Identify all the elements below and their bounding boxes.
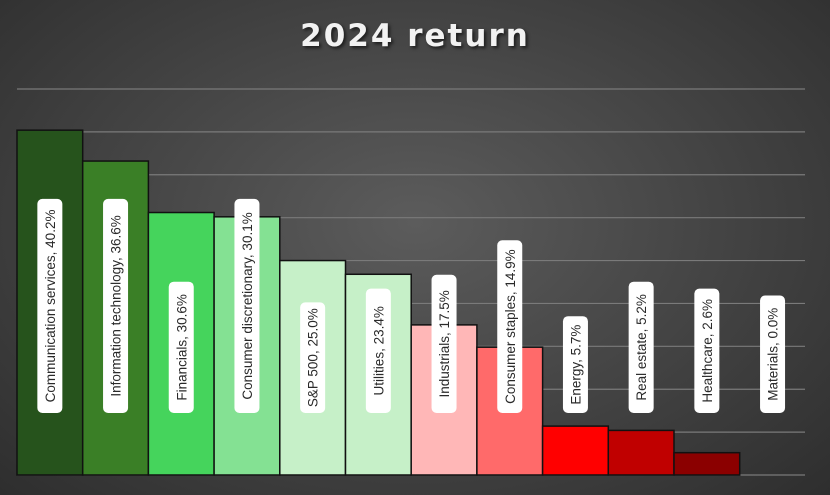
data-label-box	[365, 288, 391, 413]
data-label-box	[37, 198, 63, 414]
data-label: Consumer discretionary, 30.1%	[234, 198, 260, 414]
data-label-text: Energy, 5.7%	[568, 325, 583, 405]
data-label-text: Utilities, 23.4%	[371, 306, 386, 395]
data-label: Real estate, 5.2%	[628, 281, 654, 414]
bar-healthcare	[673, 451, 741, 476]
data-label-text: Consumer discretionary, 30.1%	[240, 212, 255, 399]
data-label-box	[694, 288, 720, 413]
data-label: Utilities, 23.4%	[365, 288, 391, 413]
bar-real-estate	[607, 429, 675, 476]
data-label-text: Real estate, 5.2%	[634, 294, 649, 401]
data-label-box	[562, 316, 588, 414]
data-label: Communication services, 40.2%	[37, 198, 63, 414]
bar-energy	[541, 425, 610, 476]
data-label-box	[168, 281, 194, 414]
data-label-box	[234, 198, 260, 414]
data-label: Industrials, 17.5%	[431, 274, 457, 413]
data-label-text: Materials, 0.0%	[766, 308, 781, 401]
bar-s-p-500	[279, 259, 347, 476]
data-label: Healthcare, 2.6%	[694, 288, 720, 413]
data-label: S&P 500, 25.0%	[300, 302, 326, 414]
data-label-text: Consumer staples, 14.9%	[503, 249, 518, 404]
data-label-box	[497, 240, 523, 413]
data-label-box	[103, 198, 129, 414]
data-label-text: Healthcare, 2.6%	[700, 299, 715, 403]
data-label-text: Industrials, 17.5%	[437, 290, 452, 397]
data-label-box	[300, 302, 326, 414]
data-label: Financials, 30.6%	[168, 281, 194, 414]
data-label: Energy, 5.7%	[562, 316, 588, 414]
data-label: Consumer staples, 14.9%	[497, 240, 523, 413]
data-label-text: Financials, 30.6%	[174, 294, 189, 401]
data-label-text: Communication services, 40.2%	[43, 210, 58, 403]
data-label-box	[628, 281, 654, 414]
data-label-box	[431, 274, 457, 413]
data-label-text: S&P 500, 25.0%	[306, 308, 321, 407]
data-label: Information technology, 36.6%	[103, 198, 129, 414]
chart-title: 2024 return	[300, 18, 530, 54]
data-label-box	[760, 295, 786, 413]
data-label-text: Information technology, 36.6%	[109, 215, 124, 396]
data-label: Materials, 0.0%	[760, 295, 786, 413]
